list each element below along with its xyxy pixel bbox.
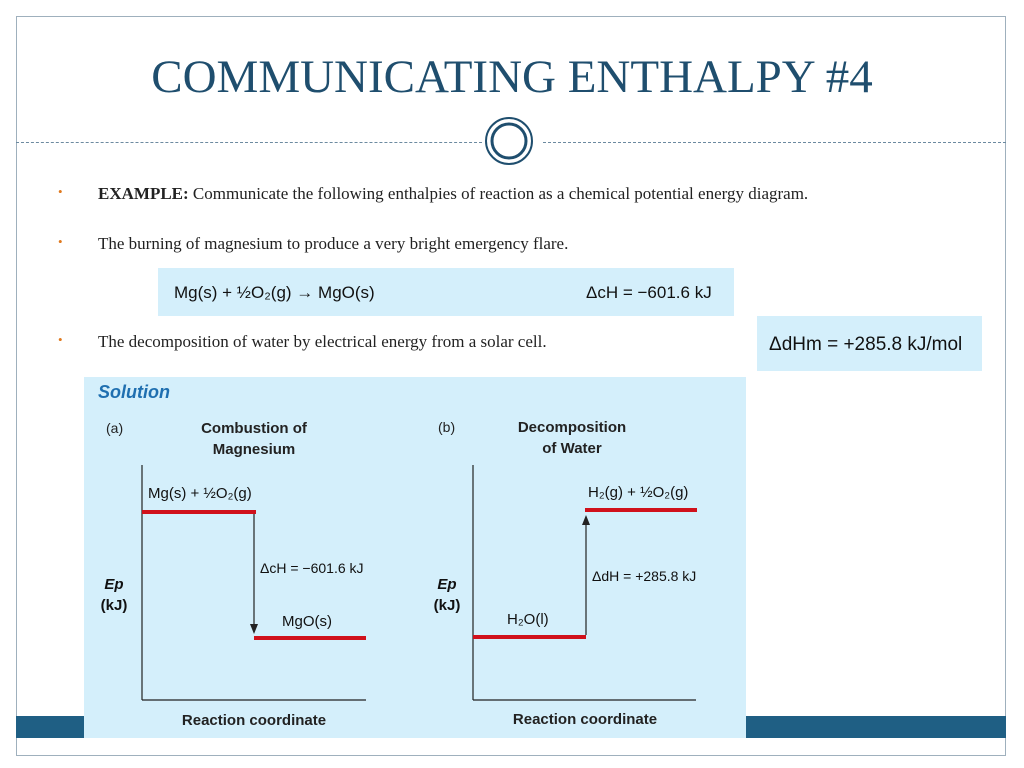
panel-a-reactants-label: Mg(s) + ½O₂(g) xyxy=(148,485,252,502)
equation-box-magnesium: Mg(s) + ½O₂(g) → MgO(s) ΔcH = −601.6 kJ xyxy=(158,268,734,316)
arrow-down-icon xyxy=(250,624,258,634)
slide-frame xyxy=(16,16,1006,756)
arrow-up-icon xyxy=(582,515,590,525)
panel-b-y-label-line2: (kJ) xyxy=(434,597,461,614)
panel-a-delta-label: ΔcH = −601.6 kJ xyxy=(260,560,364,576)
equation-enthalpy: ΔdHm = +285.8 kJ/mol xyxy=(769,334,962,355)
panel-a-letter: (a) xyxy=(106,420,123,436)
equation-box-water: ΔdHm = +285.8 kJ/mol xyxy=(757,316,982,371)
equation-enthalpy: ΔcH = −601.6 kJ xyxy=(586,283,712,302)
bullet-marker: • xyxy=(58,184,63,199)
bullet-text: The burning of magnesium to produce a ve… xyxy=(98,234,569,253)
bullet-text: The decomposition of water by electrical… xyxy=(98,332,547,351)
equation-reaction: Mg(s) + ½O₂(g) → MgO(s) xyxy=(174,283,375,302)
panel-b-title-line2: of Water xyxy=(542,440,602,457)
solution-heading: Solution xyxy=(98,382,170,402)
panel-a-x-label: Reaction coordinate xyxy=(182,712,326,729)
panel-a-y-label-line1: Ep xyxy=(104,576,123,593)
panel-a-y-label-line2: (kJ) xyxy=(101,597,128,614)
panel-b-x-label: Reaction coordinate xyxy=(513,711,657,728)
slide-title: COMMUNICATING ENTHALPY #4 xyxy=(151,51,873,103)
ring-ornament-icon xyxy=(485,117,533,165)
panel-b-delta-label: ΔdH = +285.8 kJ xyxy=(592,568,696,584)
panel-b-reactants-label: H₂O(l) xyxy=(507,611,549,628)
bullet-label: EXAMPLE: xyxy=(98,184,189,203)
panel-b-y-label-line1: Ep xyxy=(437,576,456,593)
panel-b-title-line1: Decomposition xyxy=(518,419,626,436)
solution-figure: Solution (a) Combustion of Magnesium Mg(… xyxy=(84,377,746,738)
panel-a-products-label: MgO(s) xyxy=(282,613,332,630)
title-divider-left xyxy=(16,142,482,143)
panel-b-products-label: H₂(g) + ½O₂(g) xyxy=(588,484,688,501)
bullet-text: Communicate the following enthalpies of … xyxy=(188,184,809,203)
panel-a-title-line2: Magnesium xyxy=(213,441,296,458)
panel-a-title-line1: Combustion of xyxy=(201,420,308,437)
title-divider-right xyxy=(543,142,1006,143)
bullet-marker: • xyxy=(58,234,63,249)
panel-b-letter: (b) xyxy=(438,419,455,435)
bullet-marker: • xyxy=(58,332,63,347)
